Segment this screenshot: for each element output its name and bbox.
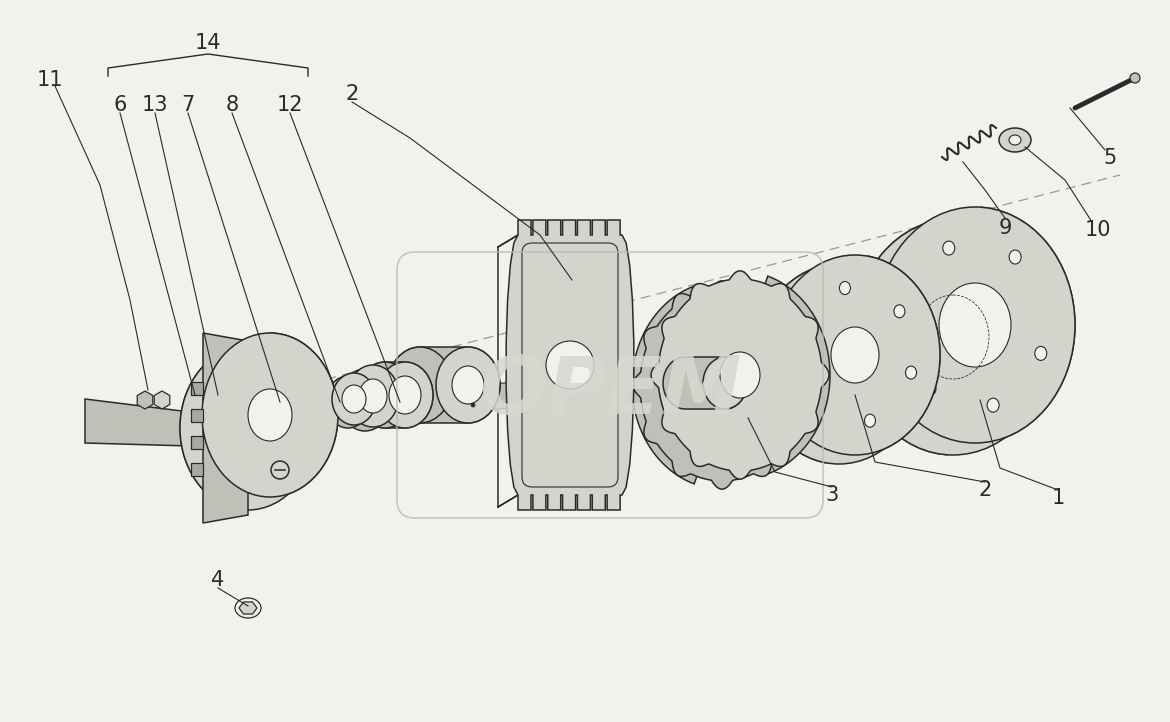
Text: 11: 11 xyxy=(36,70,63,90)
Polygon shape xyxy=(239,602,257,614)
Ellipse shape xyxy=(388,376,421,414)
Ellipse shape xyxy=(1130,73,1140,83)
Ellipse shape xyxy=(865,414,875,427)
Ellipse shape xyxy=(332,373,376,425)
Polygon shape xyxy=(507,220,634,510)
Polygon shape xyxy=(191,463,204,476)
Ellipse shape xyxy=(347,365,399,427)
Ellipse shape xyxy=(853,219,1053,455)
Ellipse shape xyxy=(943,241,955,255)
Polygon shape xyxy=(191,409,204,422)
Text: 12: 12 xyxy=(277,95,303,115)
Polygon shape xyxy=(753,256,940,463)
Polygon shape xyxy=(633,281,811,490)
Polygon shape xyxy=(85,399,190,446)
Ellipse shape xyxy=(1009,135,1021,145)
Ellipse shape xyxy=(831,327,879,383)
Ellipse shape xyxy=(753,264,924,464)
Text: 8: 8 xyxy=(226,95,239,115)
Ellipse shape xyxy=(940,283,1011,367)
Ellipse shape xyxy=(1010,250,1021,264)
Ellipse shape xyxy=(894,305,904,318)
Text: 10: 10 xyxy=(1085,220,1112,240)
Polygon shape xyxy=(154,391,170,409)
Text: 2: 2 xyxy=(345,84,359,104)
Ellipse shape xyxy=(987,398,999,412)
Polygon shape xyxy=(632,276,830,484)
Polygon shape xyxy=(191,381,204,394)
Text: 3: 3 xyxy=(825,485,839,505)
Polygon shape xyxy=(853,207,1075,455)
Text: ОРЕМ: ОРЕМ xyxy=(479,353,742,431)
Ellipse shape xyxy=(1034,347,1047,360)
Text: 7: 7 xyxy=(181,95,194,115)
Ellipse shape xyxy=(248,389,292,441)
Polygon shape xyxy=(651,271,830,479)
Ellipse shape xyxy=(342,385,366,413)
Ellipse shape xyxy=(770,255,940,455)
Polygon shape xyxy=(204,333,248,523)
Polygon shape xyxy=(137,391,153,409)
Text: 9: 9 xyxy=(998,218,1012,238)
Polygon shape xyxy=(191,435,204,448)
Ellipse shape xyxy=(326,376,370,428)
Ellipse shape xyxy=(472,403,475,407)
Ellipse shape xyxy=(875,207,1075,443)
Polygon shape xyxy=(264,380,555,425)
Ellipse shape xyxy=(924,382,936,396)
Ellipse shape xyxy=(452,366,484,404)
Ellipse shape xyxy=(808,396,819,409)
Ellipse shape xyxy=(999,128,1031,152)
Text: 5: 5 xyxy=(1103,148,1116,168)
Polygon shape xyxy=(388,347,500,423)
Ellipse shape xyxy=(359,379,387,413)
Text: 4: 4 xyxy=(212,570,225,590)
Ellipse shape xyxy=(906,366,916,379)
Polygon shape xyxy=(663,357,746,409)
Text: 2: 2 xyxy=(978,480,992,500)
Ellipse shape xyxy=(720,352,760,398)
Polygon shape xyxy=(357,362,433,428)
Ellipse shape xyxy=(339,369,391,431)
Text: 13: 13 xyxy=(142,95,168,115)
Ellipse shape xyxy=(357,362,413,428)
Ellipse shape xyxy=(180,346,316,510)
Ellipse shape xyxy=(794,325,806,338)
Text: 14: 14 xyxy=(194,33,221,53)
Polygon shape xyxy=(180,333,338,510)
Ellipse shape xyxy=(436,347,500,423)
Text: 6: 6 xyxy=(113,95,126,115)
Ellipse shape xyxy=(703,357,746,409)
Ellipse shape xyxy=(202,333,338,497)
Ellipse shape xyxy=(839,282,851,295)
Ellipse shape xyxy=(377,362,433,428)
Ellipse shape xyxy=(900,303,913,318)
Text: 1: 1 xyxy=(1052,488,1065,508)
Ellipse shape xyxy=(546,341,594,389)
Ellipse shape xyxy=(388,347,452,423)
